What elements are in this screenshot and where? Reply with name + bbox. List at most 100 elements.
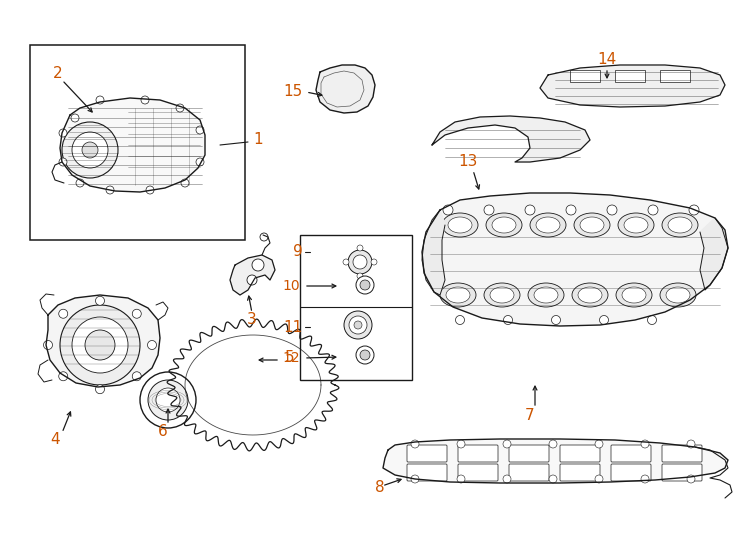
Polygon shape bbox=[540, 65, 725, 107]
Circle shape bbox=[648, 205, 658, 215]
Ellipse shape bbox=[534, 287, 558, 303]
Circle shape bbox=[72, 317, 128, 373]
Circle shape bbox=[62, 122, 118, 178]
Circle shape bbox=[595, 440, 603, 448]
Ellipse shape bbox=[622, 287, 646, 303]
Circle shape bbox=[140, 372, 196, 428]
Circle shape bbox=[687, 440, 695, 448]
Circle shape bbox=[457, 440, 465, 448]
Bar bbox=[300, 235, 412, 380]
Ellipse shape bbox=[490, 287, 514, 303]
Circle shape bbox=[59, 158, 67, 166]
Text: 3: 3 bbox=[247, 313, 257, 327]
Ellipse shape bbox=[578, 287, 602, 303]
Circle shape bbox=[95, 296, 104, 305]
Circle shape bbox=[356, 276, 374, 294]
Circle shape bbox=[141, 96, 149, 104]
Circle shape bbox=[260, 233, 268, 241]
Circle shape bbox=[525, 205, 535, 215]
Circle shape bbox=[641, 440, 649, 448]
Circle shape bbox=[106, 186, 114, 194]
Circle shape bbox=[76, 179, 84, 187]
Circle shape bbox=[411, 440, 419, 448]
Circle shape bbox=[60, 305, 140, 385]
Polygon shape bbox=[422, 193, 728, 326]
Circle shape bbox=[146, 186, 154, 194]
Circle shape bbox=[95, 384, 104, 394]
Text: 14: 14 bbox=[597, 52, 617, 68]
Ellipse shape bbox=[616, 283, 652, 307]
Ellipse shape bbox=[486, 213, 522, 237]
Circle shape bbox=[132, 309, 141, 318]
FancyBboxPatch shape bbox=[458, 445, 498, 462]
Circle shape bbox=[595, 475, 603, 483]
Circle shape bbox=[687, 475, 695, 483]
Circle shape bbox=[132, 372, 141, 381]
Circle shape bbox=[456, 315, 465, 325]
Circle shape bbox=[353, 255, 367, 269]
FancyBboxPatch shape bbox=[458, 464, 498, 481]
Bar bbox=[615, 70, 645, 82]
Ellipse shape bbox=[574, 213, 610, 237]
Text: 13: 13 bbox=[458, 154, 478, 170]
Polygon shape bbox=[230, 255, 275, 295]
Circle shape bbox=[600, 315, 608, 325]
Text: 2: 2 bbox=[53, 65, 63, 80]
Ellipse shape bbox=[666, 287, 690, 303]
Circle shape bbox=[247, 275, 257, 285]
Circle shape bbox=[647, 315, 656, 325]
Text: 12: 12 bbox=[283, 351, 300, 365]
FancyBboxPatch shape bbox=[611, 445, 651, 462]
Circle shape bbox=[344, 311, 372, 339]
Text: 1: 1 bbox=[253, 132, 263, 147]
Circle shape bbox=[354, 321, 362, 329]
Ellipse shape bbox=[668, 217, 692, 233]
Circle shape bbox=[156, 388, 180, 412]
FancyBboxPatch shape bbox=[407, 445, 447, 462]
FancyBboxPatch shape bbox=[662, 445, 702, 462]
Circle shape bbox=[360, 280, 370, 290]
FancyBboxPatch shape bbox=[560, 464, 600, 481]
Circle shape bbox=[503, 440, 511, 448]
Ellipse shape bbox=[572, 283, 608, 307]
FancyBboxPatch shape bbox=[509, 445, 549, 462]
Circle shape bbox=[484, 205, 494, 215]
Circle shape bbox=[252, 259, 264, 271]
Circle shape bbox=[348, 250, 372, 274]
Circle shape bbox=[566, 205, 576, 215]
Ellipse shape bbox=[446, 287, 470, 303]
Text: 7: 7 bbox=[526, 408, 535, 422]
Text: 4: 4 bbox=[50, 433, 59, 448]
Text: 6: 6 bbox=[158, 424, 168, 440]
Circle shape bbox=[181, 179, 189, 187]
Text: 5: 5 bbox=[285, 350, 294, 366]
Circle shape bbox=[607, 205, 617, 215]
Circle shape bbox=[343, 259, 349, 265]
Circle shape bbox=[85, 330, 115, 360]
Circle shape bbox=[360, 350, 370, 360]
Ellipse shape bbox=[618, 213, 654, 237]
Circle shape bbox=[43, 341, 53, 349]
Circle shape bbox=[641, 475, 649, 483]
Circle shape bbox=[59, 129, 67, 137]
Circle shape bbox=[356, 346, 374, 364]
Circle shape bbox=[176, 104, 184, 112]
Text: 9: 9 bbox=[294, 245, 303, 260]
Ellipse shape bbox=[624, 217, 648, 233]
Circle shape bbox=[371, 259, 377, 265]
FancyBboxPatch shape bbox=[662, 464, 702, 481]
Ellipse shape bbox=[440, 283, 476, 307]
Ellipse shape bbox=[536, 217, 560, 233]
Polygon shape bbox=[60, 98, 205, 192]
FancyBboxPatch shape bbox=[407, 464, 447, 481]
Bar bbox=[660, 70, 690, 82]
Text: 15: 15 bbox=[284, 84, 303, 99]
Text: 11: 11 bbox=[284, 320, 303, 334]
Circle shape bbox=[551, 315, 561, 325]
Circle shape bbox=[549, 475, 557, 483]
Text: 10: 10 bbox=[283, 279, 300, 293]
Ellipse shape bbox=[530, 213, 566, 237]
Polygon shape bbox=[700, 218, 728, 290]
Circle shape bbox=[549, 440, 557, 448]
Polygon shape bbox=[383, 439, 728, 483]
